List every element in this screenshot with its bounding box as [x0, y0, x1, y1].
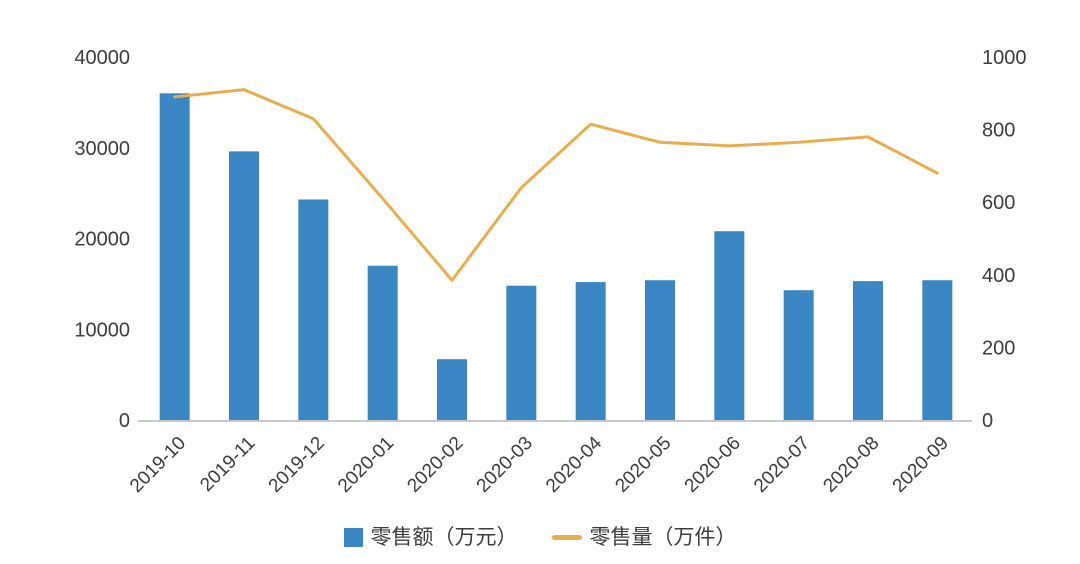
legend-item-retail-volume: 零售量（万件） [551, 526, 737, 549]
y-axis-left-tick-label: 20000 [74, 229, 130, 251]
y-axis-right-tick-label: 400 [982, 265, 1015, 287]
x-axis-label-2020-06: 2020-06 [681, 433, 745, 497]
y-axis-left-tick-label: 0 [119, 410, 130, 432]
x-axis-label-2020-08: 2020-08 [819, 433, 883, 497]
bar-2020-02 [437, 359, 467, 420]
y-axis-left-tick-label: 30000 [74, 138, 130, 160]
y-axis-right-tick-label: 800 [982, 120, 1015, 142]
y-axis-right-tick-label: 1000 [982, 47, 1027, 69]
y-axis-right-tick-label: 0 [982, 410, 993, 432]
legend-swatch-retail-volume-icon [551, 535, 582, 541]
legend-label-retail-volume: 零售量（万件） [589, 526, 737, 549]
x-axis-label-2020-05: 2020-05 [611, 433, 675, 497]
x-axis-label-2020-01: 2020-01 [334, 433, 398, 497]
bar-2020-05 [645, 280, 675, 420]
x-axis-label-2019-12: 2019-12 [265, 433, 329, 497]
bar-2019-11 [229, 151, 259, 420]
bar-2019-12 [298, 199, 329, 420]
x-axis-label-2020-03: 2020-03 [473, 433, 537, 497]
bar-2020-08 [853, 281, 883, 420]
legend-swatch-retail-sales-icon [343, 528, 363, 548]
bar-2020-09 [922, 280, 953, 420]
legend: 零售额（万元） 零售量（万件） [0, 526, 1080, 549]
bar-2019-10 [159, 93, 190, 421]
y-axis-right-tick-label: 200 [982, 337, 1015, 359]
bar-2020-06 [714, 231, 745, 420]
line-series [173, 88, 939, 282]
bar-2020-04 [575, 282, 606, 420]
x-axis-label-2020-09: 2020-09 [889, 433, 953, 497]
y-axis-right-tick-label: 600 [982, 192, 1015, 214]
bar-2020-03 [506, 285, 537, 420]
y-axis-left-tick-label: 40000 [74, 47, 130, 69]
bar-2020-01 [367, 265, 398, 420]
x-axis-label-2020-02: 2020-02 [403, 433, 467, 497]
x-axis-label-2019-10: 2019-10 [126, 433, 190, 497]
x-axis-label-2019-11: 2019-11 [196, 433, 259, 496]
legend-label-retail-sales: 零售额（万元） [370, 526, 518, 549]
x-axis-label-2020-04: 2020-04 [542, 432, 606, 496]
legend-item-retail-sales: 零售额（万元） [343, 526, 518, 549]
bar-2020-07 [783, 290, 814, 420]
x-axis-label-2020-07: 2020-07 [750, 433, 814, 497]
y-axis-left-tick-label: 10000 [74, 319, 130, 341]
